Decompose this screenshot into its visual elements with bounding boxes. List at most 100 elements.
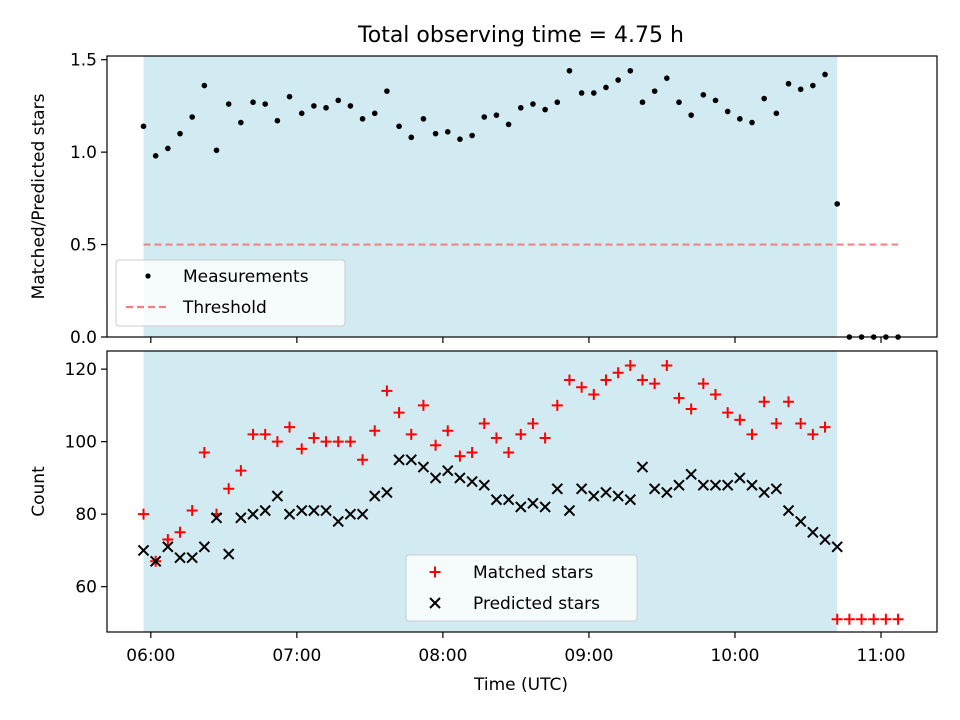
matched-star-point (417, 399, 429, 411)
matched-star-point (405, 428, 417, 440)
legend-measurements-label: Measurements (183, 267, 309, 287)
x-tick-label: 08:00 (418, 646, 467, 666)
matched-star-point (600, 374, 612, 386)
predicted-star-point (174, 551, 186, 564)
measurement-point (177, 130, 183, 137)
measurement-point (688, 112, 694, 118)
matched-star-point (636, 374, 648, 386)
measurement-point (834, 201, 841, 207)
bottom-legend: Matched stars Predicted stars (405, 554, 638, 622)
predicted-star-point (247, 508, 259, 520)
predicted-star-point (636, 461, 649, 473)
measurement-point (810, 82, 816, 89)
predicted-star-point (600, 486, 612, 499)
matched-star-point (868, 613, 880, 625)
top-axes-frame (106, 55, 938, 338)
matched-star-point (710, 389, 722, 401)
measurement-point (615, 77, 621, 83)
measurement-point (384, 88, 390, 94)
matched-star-point (490, 432, 502, 444)
matched-star-point (454, 450, 466, 462)
predicted-star-point (527, 497, 539, 509)
measurement-point (517, 104, 524, 111)
x-tick-label: 07:00 (272, 646, 321, 666)
measurement-point (420, 116, 427, 122)
predicted-star-point (308, 504, 320, 517)
predicted-star-point (502, 493, 515, 506)
predicted-star-point (624, 493, 637, 506)
bottom-x-ticks: 06:00 07:00 08:00 09:00 10:00 11:00 (126, 632, 906, 666)
measurement-point (311, 103, 317, 109)
y-tick-label: 60 (75, 578, 97, 598)
predicted-star-point (454, 472, 466, 484)
matched-star-point (576, 381, 588, 393)
predicted-star-point (807, 526, 819, 538)
predicted-star-point (697, 479, 710, 491)
predicted-star-point (149, 555, 162, 568)
measurement-point (724, 108, 731, 115)
measurement-point (493, 112, 500, 118)
predicted-star-point (393, 454, 405, 466)
predicted-star-point (685, 468, 697, 480)
matched-star-point (795, 418, 807, 430)
predicted-star-point (296, 504, 308, 517)
predicted-star-point (320, 504, 332, 517)
legend-measurements-marker (145, 273, 151, 279)
measurement-point (457, 136, 463, 142)
matched-star-point (697, 378, 709, 390)
matched-star-point (198, 447, 210, 459)
matched-star-point (880, 613, 892, 625)
measurement-point (749, 119, 755, 126)
y-tick-label: 0.0 (70, 328, 97, 348)
matched-star-point (673, 392, 685, 404)
matched-star-point (478, 418, 490, 430)
top-legend-box (115, 259, 346, 327)
predicted-star-point (551, 483, 564, 495)
predicted-star-point (794, 515, 807, 528)
measurement-point (773, 110, 780, 117)
matched-star-point (539, 432, 551, 444)
measurement-point (274, 117, 281, 124)
matched-star-point (807, 428, 819, 440)
predicted-star-point (417, 461, 430, 473)
matched-star-point (223, 483, 235, 495)
predicted-star-point (661, 486, 673, 499)
measurement-point (250, 99, 256, 106)
predicted-star-point (575, 483, 588, 495)
legend-predicted-marker (429, 597, 441, 609)
top-panel: 0.0 0.5 1.0 1.5 Matched/Predicted stars Mea… (29, 51, 938, 348)
matched-star-point (308, 432, 320, 444)
y-tick-label: 1.5 (70, 51, 97, 71)
y-tick-label: 1.0 (70, 143, 97, 163)
predicted-star-point (381, 486, 393, 499)
measurement-point (286, 93, 293, 100)
matched-star-point (271, 436, 283, 448)
x-tick-label: 06:00 (126, 646, 175, 666)
measurement-point (603, 84, 609, 91)
matched-star-point (320, 436, 332, 448)
bottom-legend-box (405, 554, 638, 622)
measurement-point (591, 90, 597, 96)
measurement-point (347, 103, 354, 109)
measurement-point (323, 104, 329, 111)
legend-matched-marker (429, 566, 441, 578)
matched-star-point (843, 613, 855, 625)
predicted-star-point (758, 486, 770, 499)
measurement-point (676, 99, 682, 106)
y-tick-label: 0.5 (70, 236, 97, 256)
matched-star-point (369, 425, 381, 437)
measurement-point (822, 71, 828, 78)
measurement-point (651, 88, 658, 94)
matched-star-point (357, 454, 369, 466)
measurement-point (554, 99, 561, 106)
measurement-point (165, 145, 171, 152)
measurement-point (469, 132, 475, 139)
predicted-star-point (709, 479, 722, 491)
matched-star-point (624, 360, 636, 372)
predicted-star-point (162, 541, 174, 553)
matched-star-point (819, 421, 831, 433)
predicted-star-point (210, 512, 223, 524)
predicted-star-point (332, 515, 344, 528)
top-y-axis-label: Matched/Predicted stars (29, 93, 49, 299)
y-tick-label: 120 (65, 360, 97, 380)
